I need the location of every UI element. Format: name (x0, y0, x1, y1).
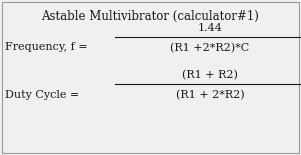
Text: (R1 + R2): (R1 + R2) (182, 70, 238, 80)
Text: Frequency, f =: Frequency, f = (5, 42, 88, 52)
Text: (R1 +2*R2)*C: (R1 +2*R2)*C (170, 43, 250, 53)
Text: (R1 + 2*R2): (R1 + 2*R2) (176, 90, 244, 100)
Text: Astable Multivibrator (calculator#1): Astable Multivibrator (calculator#1) (41, 10, 259, 23)
Text: Duty Cycle =: Duty Cycle = (5, 90, 79, 100)
Text: 1.44: 1.44 (197, 23, 222, 33)
